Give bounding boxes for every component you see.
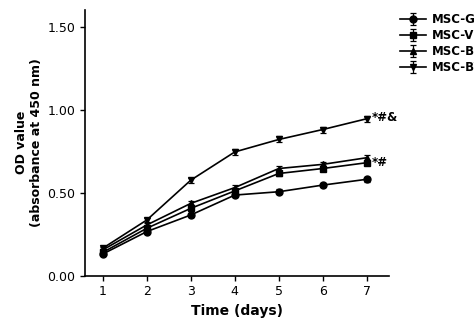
- Text: *#&: *#&: [372, 112, 398, 124]
- X-axis label: Time (days): Time (days): [191, 304, 283, 318]
- Y-axis label: OD value
(absorbance at 450 nm): OD value (absorbance at 450 nm): [16, 58, 44, 227]
- Legend: MSC-GFP, MSC-VEGF, MSC-Bcl-2, MSC-BV: MSC-GFP, MSC-VEGF, MSC-Bcl-2, MSC-BV: [398, 11, 474, 76]
- Text: *#: *#: [372, 156, 388, 169]
